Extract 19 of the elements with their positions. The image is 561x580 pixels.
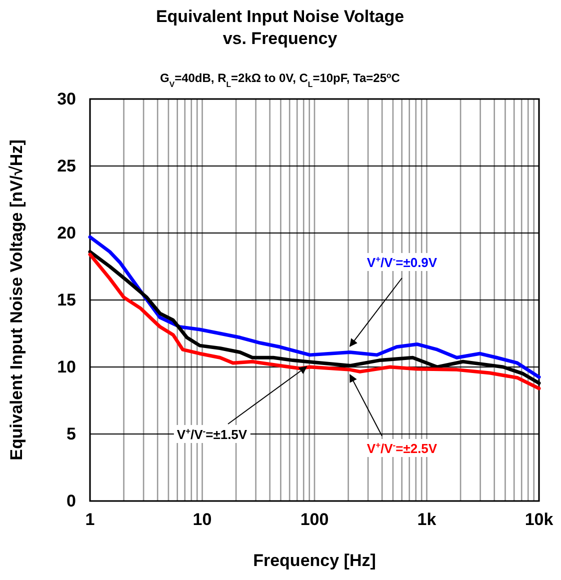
x-tick-label: 1k: [417, 510, 437, 530]
x-axis-title: Frequency [Hz]: [253, 551, 376, 570]
y-axis-title: Equivalent Input Noise Voltage [nV/√Hz]: [7, 140, 26, 460]
text: G$_{V}$=40dB, R$_{L}$=2kΩ to 0V, C$_{L}$=10pF, Ta=25$^{o}$C: [160, 70, 400, 88]
x-tick-label: 10: [192, 510, 212, 530]
x-tick-label: 1: [85, 510, 95, 530]
y-tick-label: 30: [57, 89, 76, 108]
y-tick-label: 25: [57, 156, 76, 176]
x-tick-label: 100: [300, 510, 329, 530]
y-tick-label: 0: [66, 491, 76, 510]
x-tick-label: 10k: [524, 510, 554, 530]
y-tick-label: 5: [66, 424, 76, 444]
text: V$^{+}$/V$^{-}$=±1.5V: [176, 426, 248, 442]
y-tick-label: 20: [57, 223, 76, 242]
y-tick-label: 10: [57, 357, 76, 376]
y-tick-label: 15: [57, 290, 76, 310]
text: V$^{+}$/V$^{-}$=±2.5V: [366, 440, 438, 456]
text: V$^{+}$/V$^{-}$=±0.9V: [366, 254, 438, 270]
chart-title: Equivalent Input Noise Voltage vs. Frequency: [156, 7, 404, 48]
